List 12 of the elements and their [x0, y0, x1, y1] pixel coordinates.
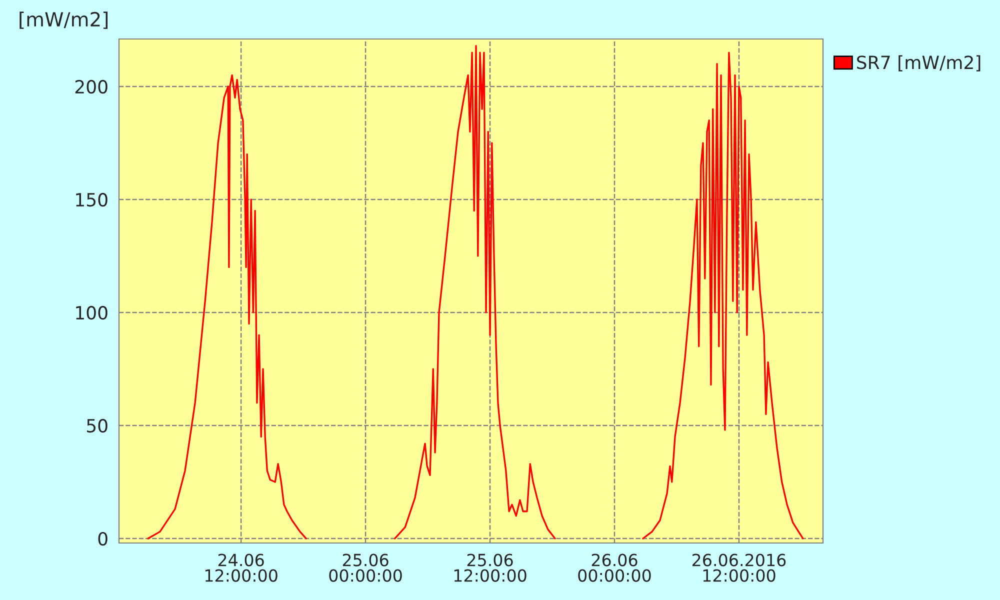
- y-tick-label: 0: [98, 532, 108, 546]
- y-tick-label: 50: [87, 418, 108, 433]
- legend-label: SR7 [mW/m2]: [857, 55, 980, 72]
- y-tick-label: 200: [75, 80, 108, 94]
- x-tick-label: 26.06 00:00:00: [578, 554, 651, 582]
- x-tick-label: 24.06 12:00:00: [205, 554, 278, 582]
- y-axis-title: [mW/m2]: [20, 12, 108, 29]
- x-tick-label: 26.06.2016 12:00:00: [692, 554, 786, 582]
- y-tick-label: 150: [76, 192, 108, 207]
- x-tick-label: 25.06 12:00:00: [454, 554, 526, 582]
- y-tick-label: 100: [76, 306, 108, 320]
- x-tick-label: 25.06 00:00:00: [329, 554, 402, 582]
